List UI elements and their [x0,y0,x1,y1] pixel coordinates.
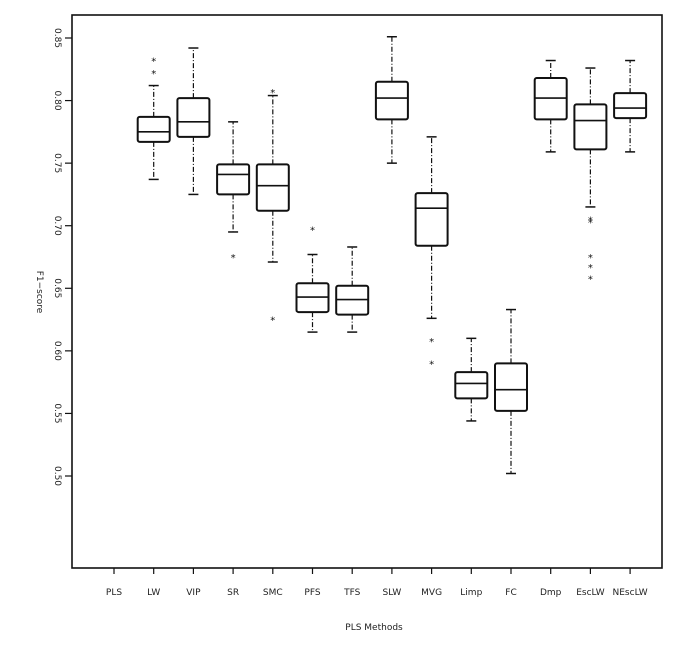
iqr-box [374,80,409,121]
outlier-point: * [588,263,593,274]
box-smc: ** [255,88,290,327]
x-tick-label: SLW [382,588,401,598]
x-tick-label: VIP [186,588,201,598]
outlier-point: * [270,316,275,327]
box-esclw: ***** [573,67,608,285]
outlier-point: * [588,253,593,264]
x-tick-label: PFS [304,588,320,598]
box-tfs [335,246,370,333]
outlier-point: * [429,359,434,370]
y-tick-label: 0.50 [52,466,62,486]
y-axis: 0.50 0.55 0.60 0.65 0.70 0.75 0.80 0.85 [52,28,72,486]
boxes: ************* [136,35,648,475]
outlier-point: * [151,57,156,68]
iqr-box [573,103,608,151]
outlier-point: * [310,225,315,236]
x-tick-label: MVG [421,588,442,598]
box-nesclw [613,59,648,153]
iqr-box [613,92,648,120]
box-pfs: * [295,225,330,333]
iqr-box [454,371,489,400]
box-lw: ** [136,57,171,181]
box-vip [176,47,211,196]
y-tick-label: 0.80 [52,91,62,111]
x-tick-label: Limp [460,588,482,598]
y-tick-label: 0.75 [52,153,62,173]
x-tick-label: FC [505,588,516,598]
y-tick-label: 0.85 [52,28,62,48]
y-tick-label: 0.65 [52,278,62,298]
box-slw [374,35,409,164]
outlier-point: * [588,218,593,229]
x-tick-label: SR [227,588,239,598]
y-axis-title: F1−score [34,271,44,314]
box-dmp [533,59,568,153]
x-tick-label: EscLW [576,588,605,598]
iqr-box [216,163,251,196]
box-limp [454,337,489,422]
iqr-box [414,192,449,247]
x-tick-label: LW [147,588,160,598]
x-tick-label: TFS [343,588,361,598]
y-tick-label: 0.60 [52,341,62,361]
box-sr: * [216,121,251,264]
x-tick-label: SMC [263,588,283,598]
iqr-box [176,97,211,138]
x-axis-title: PLS Methods [345,623,403,633]
outlier-point: * [429,337,434,348]
outlier-point: * [231,253,236,264]
iqr-box [494,362,528,412]
x-tick-label: NEscLW [613,588,648,598]
outlier-point: * [270,88,275,99]
outlier-point: * [151,69,156,80]
y-tick-label: 0.55 [52,403,62,423]
x-axis: PLS LW VIP SR SMC PFS TFS SLW MVG Limp FC Dmp EscLW N… [106,568,648,598]
outlier-point: * [588,215,593,226]
x-tick-label: Dmp [540,588,562,598]
box-mvg: ** [414,136,449,370]
iqr-box [255,163,290,212]
plot-frame [71,14,663,569]
y-tick-label: 0.70 [52,216,62,236]
iqr-box [136,115,171,143]
box-fc [494,308,528,475]
outlier-point: * [588,274,593,285]
x-tick-label: PLS [106,588,122,598]
